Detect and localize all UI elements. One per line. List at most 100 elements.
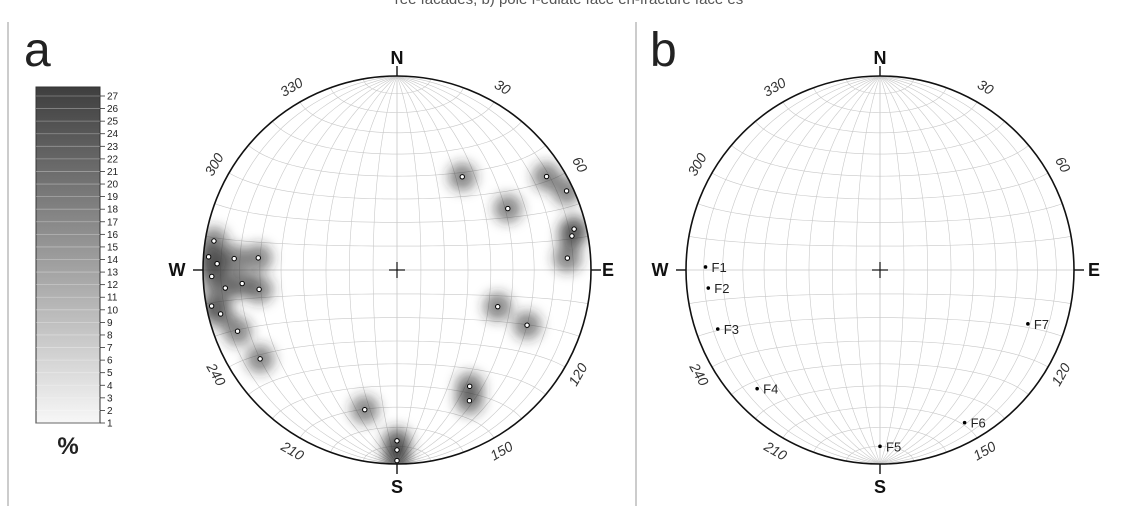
pole-point bbox=[234, 328, 241, 334]
pole-point bbox=[571, 226, 577, 232]
pole-point-f1 bbox=[703, 265, 708, 269]
net-b-grid bbox=[686, 76, 1074, 464]
azimuth-label: 210 bbox=[278, 437, 307, 463]
azimuth-label: 30 bbox=[975, 76, 997, 98]
legend-level-lines bbox=[36, 95, 100, 424]
density-legend: 2726252423222120191817161514131211109876… bbox=[35, 86, 119, 460]
net-a-south-label: S bbox=[391, 477, 403, 497]
net-b-center-cross bbox=[872, 262, 888, 278]
legend-tick-label: 15 bbox=[107, 242, 119, 253]
legend-tick-label: 26 bbox=[107, 104, 119, 115]
legend-tick-label: 10 bbox=[107, 305, 119, 316]
legend-tick-label: 23 bbox=[107, 142, 119, 153]
pole-point bbox=[524, 322, 530, 328]
legend-tick-label: 4 bbox=[107, 381, 113, 392]
legend-tick-label: 3 bbox=[107, 393, 113, 404]
pole-point bbox=[257, 356, 263, 362]
pole-label-f7: F7 bbox=[1034, 317, 1049, 332]
azimuth-label: 60 bbox=[569, 154, 591, 176]
pole-label-f4: F4 bbox=[763, 382, 778, 397]
panel-a-letter: a bbox=[24, 24, 51, 77]
azimuth-label: 300 bbox=[201, 150, 227, 178]
azimuth-label: 240 bbox=[203, 359, 229, 388]
net-a-west-label: W bbox=[169, 260, 186, 280]
legend-tick-label: 13 bbox=[107, 268, 119, 279]
legend-tick-label: 2 bbox=[107, 406, 113, 417]
legend-tick-label: 22 bbox=[107, 154, 119, 165]
pole-point bbox=[459, 174, 465, 180]
legend-tick-label: 17 bbox=[107, 217, 119, 228]
net-b-south-label: S bbox=[874, 477, 886, 497]
net-a-north-label: N bbox=[391, 48, 404, 68]
pole-point-f3 bbox=[715, 327, 720, 331]
legend-tick-label: 19 bbox=[107, 192, 119, 203]
azimuth-label: 240 bbox=[686, 359, 712, 388]
legend-tick-label: 12 bbox=[107, 280, 119, 291]
net-b-east-label: E bbox=[1088, 260, 1100, 280]
azimuth-label: 30 bbox=[492, 76, 514, 98]
legend-unit: % bbox=[57, 433, 78, 460]
azimuth-label: 150 bbox=[487, 438, 515, 464]
net-b-north-label: N bbox=[874, 48, 887, 68]
legend-tick-label: 16 bbox=[107, 230, 119, 241]
pole-point bbox=[495, 303, 501, 310]
pole-point bbox=[569, 233, 575, 239]
pole-point bbox=[231, 255, 237, 262]
pole-point bbox=[394, 457, 400, 464]
legend-tick-label: 7 bbox=[107, 343, 113, 354]
pole-point-f7 bbox=[1026, 322, 1030, 326]
net-a-east-label: E bbox=[602, 260, 614, 280]
stereonet-a: N S E W 30 60 120 150 210 240 300 330 bbox=[169, 48, 615, 497]
azimuth-label: 120 bbox=[1048, 360, 1074, 388]
pole-label-f3: F3 bbox=[724, 322, 739, 337]
pole-point bbox=[239, 280, 245, 287]
pole-point bbox=[362, 406, 368, 413]
net-a-cardinal-ticks bbox=[193, 66, 601, 474]
pole-point-f2 bbox=[706, 286, 711, 290]
azimuth-label: 330 bbox=[760, 74, 788, 100]
stereonet-b: F1 F2 F3 F4 F5 F6 F7 N S E W 30 60 120 150 210 240 3… bbox=[652, 48, 1101, 497]
pole-point bbox=[543, 173, 550, 180]
pole-point bbox=[466, 383, 473, 390]
pole-point bbox=[208, 303, 215, 309]
legend-tick-label: 11 bbox=[107, 293, 118, 304]
legend-tick-label: 5 bbox=[107, 368, 113, 379]
figure-caption: ree facades; b) pole f-ediate face en-fr… bbox=[0, 0, 1138, 8]
pole-point bbox=[564, 255, 571, 261]
pole-point bbox=[217, 311, 224, 317]
legend-gradient-bar bbox=[35, 86, 101, 424]
legend-tick-label: 14 bbox=[107, 255, 119, 266]
pole-point bbox=[222, 285, 228, 291]
net-a-poles bbox=[205, 173, 577, 464]
pole-point bbox=[209, 273, 215, 280]
pole-point bbox=[394, 438, 400, 444]
azimuth-label: 120 bbox=[565, 360, 591, 388]
pole-point bbox=[211, 238, 217, 244]
pole-point bbox=[214, 261, 220, 267]
legend-tick-label: 21 bbox=[107, 167, 119, 178]
legend-tick-labels: 2726252423222120191817161514131211109876… bbox=[100, 92, 119, 430]
pole-point bbox=[255, 255, 261, 261]
legend-tick-label: 1 bbox=[107, 419, 113, 430]
pole-point bbox=[466, 397, 473, 404]
legend-tick-label: 24 bbox=[107, 129, 119, 140]
pole-point bbox=[256, 286, 262, 293]
net-a-center-cross bbox=[389, 262, 405, 278]
legend-tick-label: 20 bbox=[107, 180, 119, 191]
azimuth-label: 210 bbox=[761, 437, 790, 463]
legend-tick-label: 18 bbox=[107, 205, 119, 216]
pole-label-f2: F2 bbox=[714, 281, 729, 296]
azimuth-label: 300 bbox=[684, 150, 710, 178]
pole-point bbox=[563, 188, 570, 194]
pole-point-f4 bbox=[755, 386, 759, 391]
legend-tick-label: 9 bbox=[107, 318, 113, 329]
net-b-west-label: W bbox=[652, 260, 669, 280]
pole-point bbox=[205, 254, 212, 260]
pole-point-f5 bbox=[878, 444, 882, 449]
legend-tick-label: 27 bbox=[107, 92, 119, 103]
panel-b-letter: b bbox=[650, 24, 677, 77]
azimuth-label: 330 bbox=[277, 74, 305, 100]
pole-label-f1: F1 bbox=[712, 260, 727, 275]
pole-label-f5: F5 bbox=[886, 439, 901, 454]
